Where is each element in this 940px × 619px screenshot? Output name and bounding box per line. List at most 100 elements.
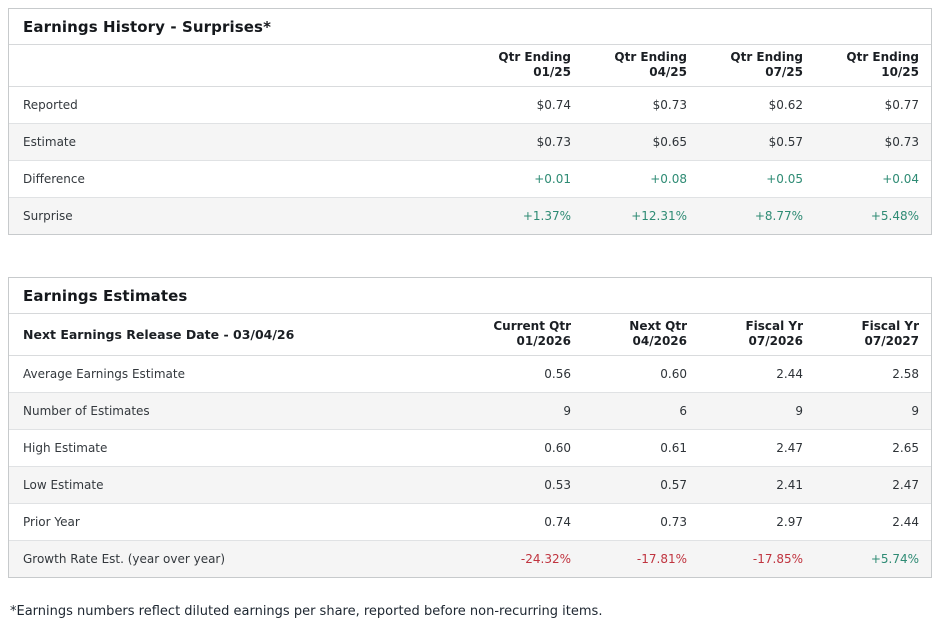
cell-value: 2.44	[815, 503, 931, 541]
column-header-line1: Next Qtr	[629, 319, 687, 333]
cell-value: $0.73	[467, 123, 583, 161]
next-earnings-release-date-label: Next Earnings Release Date - 03/04/26	[9, 314, 467, 356]
earnings-footnote: *Earnings numbers reflect diluted earnin…	[10, 604, 603, 619]
table-row: Reported $0.74 $0.73 $0.62 $0.77	[9, 86, 931, 124]
cell-value: 9	[467, 392, 583, 430]
cell-value: -24.32%	[520, 552, 571, 566]
earnings-estimates-title: Earnings Estimates	[9, 278, 931, 314]
cell-value: +0.08	[583, 160, 699, 198]
column-header-line2: 04/2026	[632, 334, 687, 348]
cell-value: 6	[583, 392, 699, 430]
cell-value: $0.62	[699, 86, 815, 124]
cell-value: 2.47	[815, 466, 931, 504]
cell-value: +8.77%	[754, 209, 803, 223]
header-row: Qtr Ending 01/25 Qtr Ending 04/25 Qtr Ending…	[9, 45, 931, 87]
cell-value: 2.58	[815, 355, 931, 393]
cell-value: 9	[815, 392, 931, 430]
cell-value: +0.04	[815, 160, 931, 198]
column-header: Qtr Ending 10/25	[815, 45, 931, 87]
cell-value: 2.44	[699, 355, 815, 393]
table-row: Difference +0.01 +0.08 +0.05 +0.04	[9, 160, 931, 198]
column-header-line2: 04/25	[649, 65, 687, 79]
cell-value: 0.74	[467, 503, 583, 541]
header-row: Next Earnings Release Date - 03/04/26 Cur…	[9, 314, 931, 356]
row-label: Low Estimate	[9, 466, 467, 504]
table-row: Number of Estimates 9 6 9 9	[9, 392, 931, 430]
earnings-history-header: Qtr Ending 01/25 Qtr Ending 04/25 Qtr Ending…	[9, 45, 931, 87]
cell-value: -17.81%	[636, 552, 687, 566]
earnings-history-table: Qtr Ending 01/25 Qtr Ending 04/25 Qtr Ending…	[9, 45, 931, 234]
table-row: High Estimate 0.60 0.61 2.47 2.65	[9, 429, 931, 467]
cell-value: $0.73	[583, 86, 699, 124]
table-row: Estimate $0.73 $0.65 $0.57 $0.73	[9, 123, 931, 161]
column-header-line2: 07/2027	[864, 334, 919, 348]
cell-value: $0.73	[815, 123, 931, 161]
column-header-line1: Fiscal Yr	[745, 319, 803, 333]
column-header-line1: Qtr Ending	[730, 50, 803, 64]
cell-value: 0.73	[583, 503, 699, 541]
cell-value: 2.65	[815, 429, 931, 467]
cell-value: -17.85%	[752, 552, 803, 566]
cell-value: 2.97	[699, 503, 815, 541]
cell-value: +0.01	[467, 160, 583, 198]
row-label: Average Earnings Estimate	[9, 355, 467, 393]
header-corner-cell	[9, 45, 467, 87]
table-row: Average Earnings Estimate 0.56 0.60 2.44 2.5…	[9, 355, 931, 393]
column-header: Qtr Ending 04/25	[583, 45, 699, 87]
table-row: Prior Year 0.74 0.73 2.97 2.44	[9, 503, 931, 541]
cell-value: $0.65	[583, 123, 699, 161]
row-label: Reported	[9, 86, 467, 124]
row-label: Prior Year	[9, 503, 467, 541]
cell-value: +5.74%	[870, 552, 919, 566]
column-header-line2: 07/25	[765, 65, 803, 79]
earnings-estimates-body: Average Earnings Estimate 0.56 0.60 2.44 2.5…	[9, 355, 931, 577]
row-label: Surprise	[23, 209, 73, 223]
earnings-estimates-table: Next Earnings Release Date - 03/04/26 Cur…	[9, 314, 931, 577]
cell-value: 0.60	[467, 429, 583, 467]
column-header: Next Qtr 04/2026	[583, 314, 699, 356]
column-header-line2: 01/25	[533, 65, 571, 79]
table-row: Surprise +1.37% +12.31% +8.77% +5.48%	[9, 197, 931, 234]
cell-value: 2.41	[699, 466, 815, 504]
cell-value: $0.74	[467, 86, 583, 124]
column-header: Fiscal Yr 07/2026	[699, 314, 815, 356]
row-label: Difference	[9, 160, 467, 198]
cell-value: $0.77	[815, 86, 931, 124]
cell-value: 0.57	[583, 466, 699, 504]
column-header-line1: Current Qtr	[493, 319, 571, 333]
cell-value: +0.05	[699, 160, 815, 198]
column-header-line2: 01/2026	[516, 334, 571, 348]
column-header-line2: 10/25	[881, 65, 919, 79]
cell-value: 0.60	[583, 355, 699, 393]
column-header-line1: Fiscal Yr	[861, 319, 919, 333]
column-header: Qtr Ending 07/25	[699, 45, 815, 87]
earnings-estimates-card: Earnings Estimates Next Earnings Release…	[8, 277, 932, 578]
row-label: Growth Rate Est. (year over year)	[23, 552, 226, 566]
cell-value: 9	[699, 392, 815, 430]
earnings-estimates-header: Next Earnings Release Date - 03/04/26 Cur…	[9, 314, 931, 356]
cell-value: 0.53	[467, 466, 583, 504]
earnings-history-card: Earnings History - Surprises* Qtr Ending…	[8, 8, 932, 235]
earnings-history-body: Reported $0.74 $0.73 $0.62 $0.77 Estimate $0.7…	[9, 86, 931, 234]
table-row: Low Estimate 0.53 0.57 2.41 2.47	[9, 466, 931, 504]
cell-value: +12.31%	[631, 209, 687, 223]
row-label: Number of Estimates	[9, 392, 467, 430]
cell-value: 0.61	[583, 429, 699, 467]
column-header: Current Qtr 01/2026	[467, 314, 583, 356]
earnings-history-title: Earnings History - Surprises*	[9, 9, 931, 45]
column-header: Qtr Ending 01/25	[467, 45, 583, 87]
row-label: Estimate	[9, 123, 467, 161]
column-header-line1: Qtr Ending	[614, 50, 687, 64]
row-label: High Estimate	[9, 429, 467, 467]
column-header-line2: 07/2026	[748, 334, 803, 348]
table-row: Growth Rate Est. (year over year) -24.32%…	[9, 540, 931, 577]
cell-value: 2.47	[699, 429, 815, 467]
cell-value: +5.48%	[870, 209, 919, 223]
cell-value: 0.56	[467, 355, 583, 393]
column-header-line1: Qtr Ending	[498, 50, 571, 64]
column-header: Fiscal Yr 07/2027	[815, 314, 931, 356]
cell-value: +1.37%	[522, 209, 571, 223]
cell-value: $0.57	[699, 123, 815, 161]
column-header-line1: Qtr Ending	[846, 50, 919, 64]
